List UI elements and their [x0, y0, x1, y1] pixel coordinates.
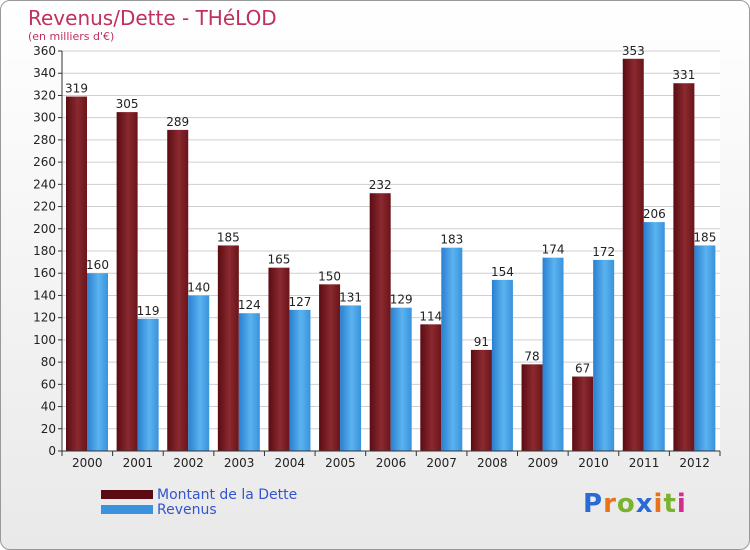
x-tick-label: 2005: [325, 456, 356, 470]
x-tick-label: 2007: [426, 456, 457, 470]
x-tick-label: 2011: [629, 456, 660, 470]
y-tick-label: 40: [41, 400, 56, 414]
y-tick-label: 360: [33, 44, 56, 58]
data-label: 131: [339, 290, 362, 304]
legend-swatch-revenus: [101, 505, 153, 514]
bar-dette-2012: [673, 83, 695, 451]
data-label: 140: [187, 280, 210, 294]
data-label: 114: [419, 309, 442, 323]
y-tick-label: 260: [33, 155, 56, 169]
bar-revenus-2001: [137, 318, 159, 451]
bar-revenus-2008: [491, 279, 513, 451]
y-tick-label: 100: [33, 333, 56, 347]
bar-dette-2010: [572, 376, 594, 451]
bar-dette-2002: [167, 129, 189, 451]
legend-swatch-dette: [101, 490, 153, 499]
x-tick-label: 2010: [578, 456, 609, 470]
bar-dette-2006: [369, 193, 391, 451]
bar-revenus-2002: [188, 295, 210, 451]
data-label: 78: [524, 349, 539, 363]
y-tick-label: 200: [33, 222, 56, 236]
bar-dette-2009: [521, 364, 543, 451]
y-tick-label: 300: [33, 111, 56, 125]
bar-revenus-2010: [593, 259, 615, 451]
data-label: 124: [238, 298, 261, 312]
x-tick-label: 2009: [528, 456, 559, 470]
legend-item-dette: Montant de la Dette: [101, 486, 298, 503]
data-label: 67: [575, 362, 590, 376]
y-tick-label: 220: [33, 200, 56, 214]
data-label: 174: [542, 243, 565, 257]
legend-label-revenus: Revenus: [157, 501, 217, 518]
x-tick-label: 2000: [72, 456, 103, 470]
data-label: 150: [318, 269, 341, 283]
data-label: 305: [116, 97, 139, 111]
bar-dette-2007: [420, 324, 442, 451]
data-label: 119: [137, 304, 160, 318]
x-tick-label: 2012: [679, 456, 710, 470]
legend-label-dette: Montant de la Dette: [157, 486, 298, 503]
chart-subtitle: (en milliers d'€): [28, 30, 115, 43]
bar-revenus-2011: [643, 222, 665, 451]
y-tick-label: 240: [33, 177, 56, 191]
bar-dette-2000: [66, 96, 87, 452]
y-tick-label: 140: [33, 288, 56, 302]
data-label: 206: [643, 207, 666, 221]
bar-revenus-2006: [390, 307, 412, 451]
y-tick-label: 180: [33, 244, 56, 258]
bar-revenus-2007: [441, 247, 463, 451]
legend: Montant de la Dette Revenus: [101, 486, 298, 518]
y-tick-label: 280: [33, 133, 56, 147]
data-label: 319: [65, 82, 88, 96]
proxiti-logo: Proxiti: [583, 489, 687, 519]
x-tick-label: 2006: [376, 456, 407, 470]
x-tick-label: 2001: [123, 456, 154, 470]
data-label: 185: [693, 230, 716, 244]
x-tick-label: 2002: [173, 456, 204, 470]
y-tick-label: 80: [41, 355, 56, 369]
data-label: 289: [166, 115, 189, 129]
bar-dette-2011: [622, 58, 644, 452]
data-label: 91: [474, 335, 489, 349]
x-tick-label: 2003: [224, 456, 255, 470]
bar-revenus-2005: [340, 305, 362, 451]
data-label: 154: [491, 265, 514, 279]
y-tick-label: 160: [33, 266, 56, 280]
data-label: 185: [217, 230, 240, 244]
y-tick-label: 320: [33, 88, 56, 102]
y-tick-label: 60: [41, 377, 56, 391]
y-tick-label: 340: [33, 66, 56, 80]
bar-dette-2005: [319, 284, 341, 451]
legend-item-revenus: Revenus: [101, 501, 297, 518]
bar-dette-2004: [268, 267, 290, 451]
data-label: 172: [592, 245, 615, 259]
bar-dette-2008: [470, 349, 492, 451]
bar-dette-2003: [217, 245, 239, 451]
bar-revenus-2012: [694, 245, 716, 451]
data-label: 129: [390, 293, 413, 307]
data-label: 183: [440, 233, 463, 247]
y-tick-label: 120: [33, 311, 56, 325]
y-tick-label: 20: [41, 422, 56, 436]
data-label: 353: [622, 44, 645, 58]
data-label: 165: [268, 253, 291, 267]
bar-revenus-2003: [238, 313, 260, 451]
bar-revenus-2009: [542, 257, 564, 451]
bar-revenus-2004: [289, 309, 311, 451]
data-label: 127: [289, 295, 312, 309]
x-tick-label: 2008: [477, 456, 508, 470]
data-label: 232: [369, 178, 392, 192]
chart-title: Revenus/Dette - THéLOD: [28, 6, 277, 30]
bar-dette-2001: [116, 112, 138, 451]
data-label: 331: [672, 68, 695, 82]
x-tick-label: 2004: [274, 456, 305, 470]
y-tick-label: 0: [48, 444, 56, 458]
bar-revenus-2000: [87, 273, 108, 451]
data-label: 160: [86, 258, 109, 272]
